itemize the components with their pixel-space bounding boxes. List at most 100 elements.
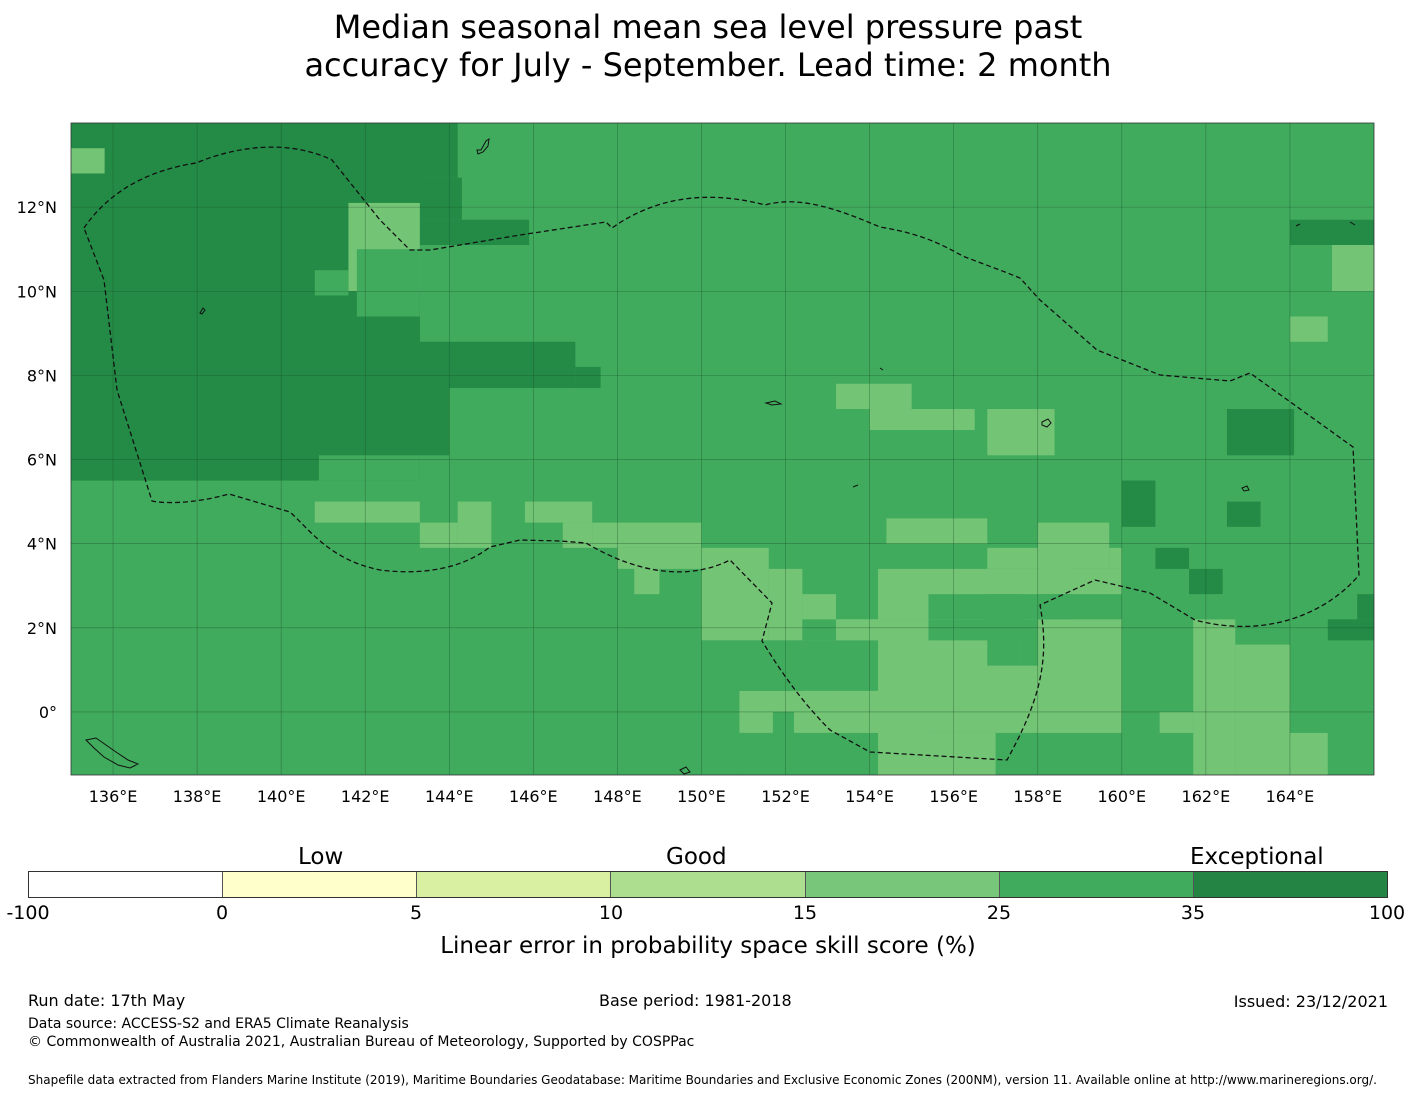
island-chuuk <box>764 400 783 406</box>
longitude-label: 146°E <box>509 787 558 806</box>
skill-cell <box>739 690 836 712</box>
skill-cell <box>995 732 1122 775</box>
longitude-label: 156°E <box>929 787 978 806</box>
longitude-label: 158°E <box>1013 787 1062 806</box>
axis-labels: 136°E 138°E 140°E 142°E 144°E 146°E 148°E 150°E… <box>17 198 1315 806</box>
skill-cell <box>772 711 794 733</box>
longitude-label: 160°E <box>1097 787 1146 806</box>
colorbar-tick: 10 <box>598 902 624 924</box>
colorbar-segment <box>29 872 224 897</box>
island-new-guinea-coast <box>84 737 140 769</box>
skill-cell <box>1037 522 1110 569</box>
eez-boundary-line <box>83 146 1360 761</box>
colorbar-tick: 15 <box>792 902 818 924</box>
skill-cell <box>928 568 1038 595</box>
skill-cell <box>419 341 576 389</box>
skill-cell <box>356 249 420 317</box>
skill-cell <box>1155 547 1190 569</box>
skill-cells <box>71 123 1374 775</box>
skill-cell <box>575 366 601 389</box>
skill-cell <box>1193 619 1236 775</box>
colorbar-segment <box>999 872 1194 897</box>
skill-cell <box>1289 219 1374 245</box>
island-yap <box>199 307 206 315</box>
colorbar-category-exceptional: Exceptional <box>1190 844 1324 870</box>
skill-cell <box>835 383 912 410</box>
colorbar-tick: 100 <box>1368 902 1406 924</box>
skill-cell <box>592 522 702 548</box>
copyright-notice: © Commonwealth of Australia 2021, Austra… <box>28 1034 695 1050</box>
base-period: Base period: 1981-2018 <box>599 991 792 1010</box>
colorbar-category-good: Good <box>666 844 727 870</box>
skill-cell <box>1289 732 1328 775</box>
longitude-label: 148°E <box>593 787 642 806</box>
skill-cell <box>1327 619 1374 641</box>
skill-cell <box>634 568 660 595</box>
skill-cell <box>419 177 462 220</box>
longitude-label: 152°E <box>761 787 810 806</box>
skill-cell <box>314 270 349 296</box>
skill-cell <box>1357 594 1374 620</box>
latitude-label: 6°N <box>27 451 57 470</box>
skill-cell <box>701 547 769 641</box>
longitude-label: 164°E <box>1266 787 1315 806</box>
longitude-label: 136°E <box>89 787 138 806</box>
skill-cell <box>419 123 458 178</box>
island-pohnpei <box>1041 418 1052 428</box>
map-frame <box>70 122 1375 776</box>
graticule <box>71 123 1374 775</box>
colorbar-tick: 0 <box>215 902 229 924</box>
skill-cell <box>1159 711 1194 733</box>
skill-cell <box>318 455 420 481</box>
skill-cell <box>1037 568 1122 595</box>
skill-cell <box>419 219 530 245</box>
map-title-line-1: Median seasonal mean sea level pressure … <box>333 8 1083 46</box>
latitude-label: 0° <box>39 703 57 722</box>
colorbar-segment <box>805 872 1000 897</box>
longitude-label: 162°E <box>1182 787 1231 806</box>
skill-cell <box>419 388 450 456</box>
skill-cell <box>457 501 492 548</box>
skill-cell <box>1289 316 1328 342</box>
skill-cell <box>617 547 702 569</box>
skill-cell <box>878 568 929 620</box>
skill-cell <box>701 690 740 775</box>
colorbar <box>28 871 1388 898</box>
latitude-label: 8°N <box>27 366 57 385</box>
skill-cell <box>793 711 836 733</box>
longitude-label: 144°E <box>425 787 474 806</box>
island-pingelap <box>852 367 884 488</box>
latitude-label: 12°N <box>17 198 57 217</box>
colorbar-segment <box>611 872 806 897</box>
island-manus <box>679 766 691 775</box>
islands <box>84 137 1356 775</box>
island-wotje <box>1295 221 1356 227</box>
island-kosrae <box>1241 485 1250 492</box>
run-date: Run date: 17th May <box>28 991 186 1010</box>
skill-cell <box>1121 480 1156 527</box>
latitude-label: 10°N <box>17 282 57 301</box>
skill-cell <box>886 518 988 544</box>
issued-date: Issued: 23/12/2021 <box>1233 992 1388 1011</box>
longitude-label: 150°E <box>677 787 726 806</box>
longitude-label: 138°E <box>173 787 222 806</box>
colorbar-tick: -100 <box>6 902 50 924</box>
skill-cell <box>987 409 1055 456</box>
colorbar-category-low: Low <box>298 844 344 870</box>
map-title-line-2: accuracy for July - September. Lead time… <box>304 46 1112 84</box>
latitude-label: 4°N <box>27 535 57 554</box>
colorbar-tick: 35 <box>1180 902 1206 924</box>
skill-cell <box>928 619 1021 641</box>
skill-cell <box>739 732 879 775</box>
skill-cell <box>1235 644 1290 775</box>
longitude-label: 142°E <box>341 787 390 806</box>
shapefile-credit: Shapefile data extracted from Flanders M… <box>28 1073 1377 1087</box>
skill-cell <box>1226 501 1261 527</box>
skill-cell <box>869 409 975 431</box>
data-source: Data source: ACCESS-S2 and ERA5 Climate … <box>28 1016 409 1032</box>
latitude-label: 2°N <box>27 619 57 638</box>
longitude-label: 140°E <box>257 787 306 806</box>
skill-cell <box>701 640 803 691</box>
skill-cell <box>1331 244 1374 292</box>
colorbar-tick: 25 <box>986 902 1012 924</box>
